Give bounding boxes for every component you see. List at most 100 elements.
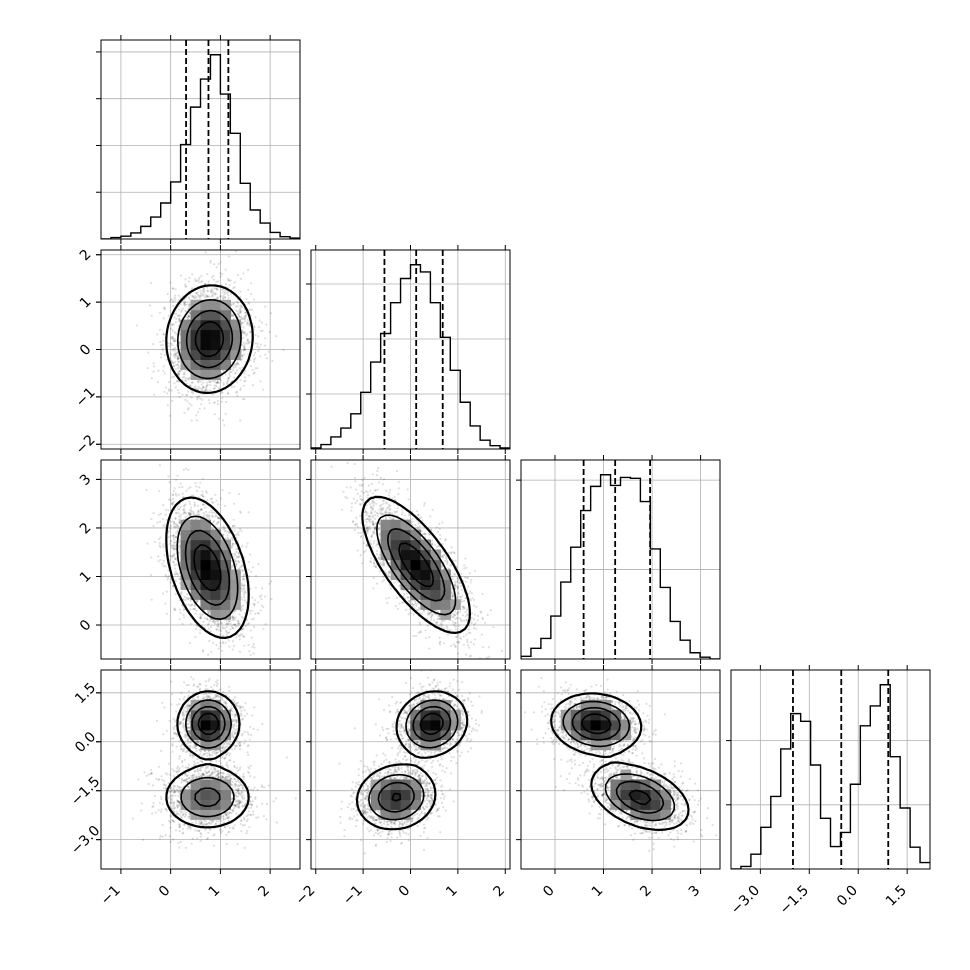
scatter-point	[192, 392, 195, 395]
scatter-point	[222, 370, 225, 373]
scatter-point	[221, 273, 224, 276]
scatter-point	[173, 331, 177, 334]
scatter-point	[197, 510, 200, 513]
density-bin	[200, 349, 211, 360]
scatter-point	[178, 360, 181, 363]
scatter-point	[167, 536, 170, 539]
scatter-point	[241, 322, 244, 325]
scatter-point	[162, 543, 165, 546]
scatter-point	[174, 608, 177, 611]
scatter-point	[239, 510, 242, 513]
scatter-point	[199, 481, 202, 484]
scatter-point	[249, 654, 252, 657]
scatter-point	[216, 381, 219, 384]
density-bin	[190, 569, 202, 580]
scatter-point	[158, 544, 161, 547]
scatter-point	[233, 552, 236, 555]
scatter-point	[209, 498, 212, 501]
scatter-point	[230, 615, 234, 619]
scatter-point	[228, 645, 231, 648]
scatter-point	[254, 351, 257, 354]
scatter-point	[235, 369, 239, 372]
scatter-point	[177, 356, 180, 359]
scatter-point	[217, 386, 221, 389]
scatter-point	[240, 589, 243, 593]
scatter-point	[164, 574, 167, 577]
scatter-point	[239, 609, 242, 612]
scatter-point	[195, 600, 198, 603]
scatter-point	[166, 292, 169, 296]
scatter-point	[170, 389, 173, 392]
scatter-point	[211, 515, 214, 519]
scatter-point	[178, 365, 181, 368]
scatter-point	[218, 665, 220, 667]
scatter-point	[232, 367, 235, 370]
scatter-point	[169, 534, 172, 538]
scatter-point	[173, 567, 177, 570]
scatter-point	[157, 538, 161, 541]
scatter-point	[170, 327, 173, 330]
scatter-point	[231, 566, 234, 569]
scatter-point	[167, 314, 170, 318]
scatter-point	[214, 493, 217, 496]
scatter-point	[236, 305, 239, 308]
scatter-point	[232, 524, 235, 528]
scatter-point	[222, 296, 225, 299]
scatter-point	[223, 424, 226, 427]
density-bin	[190, 319, 202, 331]
scatter-point	[208, 511, 211, 514]
scatter-point	[179, 297, 182, 300]
scatter-point	[175, 332, 178, 335]
scatter-point	[231, 648, 234, 651]
density-bin	[190, 309, 202, 321]
scatter-point	[256, 367, 259, 370]
scatter-point	[176, 380, 179, 383]
scatter-point	[264, 353, 267, 356]
scatter-point	[267, 350, 270, 353]
scatter-point	[187, 306, 190, 310]
scatter-point	[247, 319, 250, 322]
scatter-point	[178, 519, 181, 522]
scatter-point	[170, 342, 173, 345]
scatter-point	[167, 576, 170, 579]
scatter-point	[229, 279, 232, 282]
scatter-point	[173, 538, 176, 541]
scatter-point	[208, 381, 211, 384]
scatter-point	[234, 560, 237, 563]
scatter-point	[242, 332, 245, 335]
scatter-point	[253, 625, 256, 629]
scatter-point	[183, 372, 186, 375]
scatter-point	[256, 611, 259, 615]
scatter-point	[210, 497, 214, 500]
scatter-point	[178, 608, 181, 611]
scatter-point	[219, 497, 223, 500]
density-bin	[210, 369, 221, 380]
density-bin	[230, 589, 241, 600]
scatter-point	[180, 591, 183, 594]
scatter-point	[177, 508, 180, 511]
scatter-point	[168, 481, 171, 484]
scatter-point	[178, 320, 181, 323]
scatter-point	[177, 294, 180, 297]
scatter-point	[242, 345, 246, 348]
scatter-point	[180, 604, 184, 607]
scatter-point	[187, 296, 190, 299]
scatter-point	[188, 315, 191, 318]
scatter-point	[172, 338, 175, 341]
scatter-point	[243, 347, 246, 351]
scatter-point	[189, 599, 192, 602]
scatter-point	[264, 623, 267, 626]
scatter-point	[228, 279, 231, 282]
scatter-point	[206, 295, 209, 298]
scatter-point	[211, 276, 214, 279]
scatter-point	[236, 313, 239, 316]
scatter-point	[206, 516, 209, 519]
scatter-point	[182, 468, 185, 471]
scatter-point	[223, 504, 226, 508]
scatter-point	[184, 283, 187, 286]
scatter-point	[224, 289, 227, 292]
scatter-point	[242, 627, 245, 630]
scatter-point	[196, 599, 199, 602]
density-bin	[200, 319, 211, 331]
scatter-point	[169, 499, 172, 502]
